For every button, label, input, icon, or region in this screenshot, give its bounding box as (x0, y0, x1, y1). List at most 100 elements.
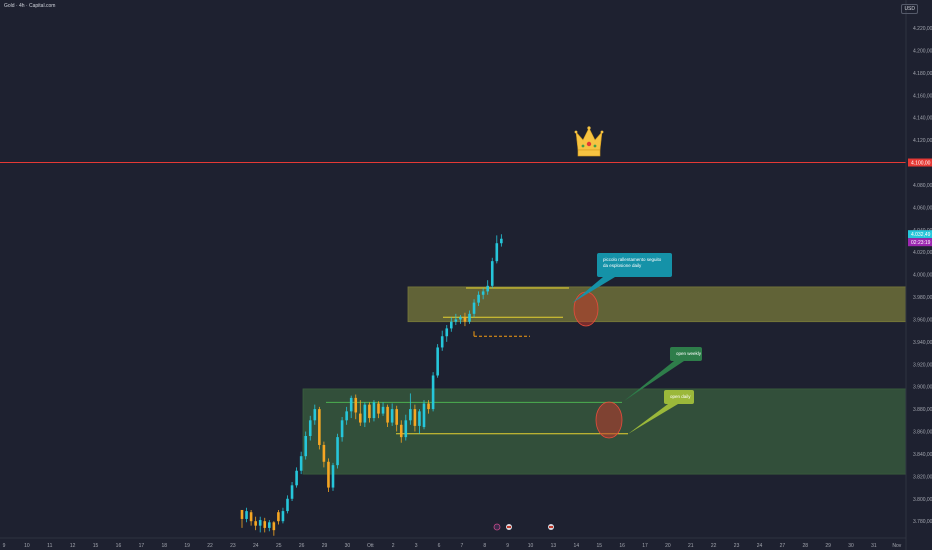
upper-supply-zone[interactable] (407, 286, 907, 323)
candle-body (272, 522, 276, 531)
candle-body (313, 409, 317, 421)
time-tick-label: 6 (438, 543, 441, 549)
time-tick-label: 25 (276, 543, 282, 549)
candle-body (308, 420, 312, 437)
candle-body (440, 336, 444, 348)
candle-body (468, 313, 471, 322)
candle-body (472, 302, 476, 314)
price-tick-label: 4.060,00 (913, 205, 932, 211)
callout-open-weekly[interactable]: open weekly (624, 347, 702, 401)
price-tick-label: 3.780,00 (913, 519, 932, 525)
price-tick-label: 4.140,00 (913, 116, 932, 122)
candle-body (395, 409, 398, 425)
candle-body (299, 456, 303, 471)
candle-body (254, 521, 257, 526)
event-marker-icon[interactable] (548, 524, 554, 530)
time-tick-label: 24 (757, 543, 763, 549)
symbol-title[interactable]: Gold · 4h · Capital.com (4, 3, 56, 9)
time-tick-label: 21 (688, 543, 694, 549)
candle-body (363, 404, 367, 423)
candle-body (413, 409, 417, 426)
candle-body (286, 498, 289, 512)
candle-body (340, 420, 344, 438)
price-tags: 4.100,00 4.032,49 02:23:19 (908, 158, 932, 247)
callout-pointer (624, 361, 684, 401)
time-tick-label: 9 (3, 543, 6, 549)
candle-body (277, 512, 280, 522)
time-tick-label: 8 (483, 543, 486, 549)
time-tick-label: 31 (871, 543, 877, 549)
time-tick-label: 14 (574, 543, 580, 549)
time-axis[interactable]: 9 10 11 12 15 16 17 18 19 22 23 24 25 26 29 30 Ott 2 3 6 7 8 9… (3, 543, 902, 549)
candle-body (263, 521, 267, 528)
callout-text: da esplosione daily (603, 263, 642, 268)
candle-body (290, 485, 294, 499)
candle-body (445, 328, 449, 337)
candle-body (359, 413, 362, 423)
candle-body (431, 375, 435, 410)
time-tick-label: 30 (345, 543, 351, 549)
candle-body (372, 402, 376, 419)
highlight-ellipse-upper[interactable] (573, 291, 599, 327)
candles-layer (240, 234, 503, 536)
event-marker-icon[interactable] (493, 523, 501, 531)
time-tick-label: 16 (116, 543, 122, 549)
resistance-price-tag-bg (908, 158, 932, 167)
callout-pointer (628, 404, 678, 434)
price-tick-label: 4.160,00 (913, 93, 932, 99)
time-tick-label: 26 (299, 543, 305, 549)
candle-body (418, 411, 421, 426)
candle-body (327, 461, 330, 488)
candle-body (500, 238, 503, 244)
time-tick-label: Nov (892, 543, 901, 549)
time-tick-label: 29 (322, 543, 328, 549)
time-tick-label: 27 (780, 543, 786, 549)
candle-body (381, 406, 385, 414)
currency-button[interactable]: USD (901, 4, 918, 14)
time-tick-label: 22 (711, 543, 717, 549)
time-tick-label: 19 (184, 543, 190, 549)
callout-text: piccolo rallentamento seguito (603, 257, 662, 262)
time-tick-label: 10 (528, 543, 534, 549)
candle-body (422, 403, 426, 428)
candle-body (295, 470, 298, 486)
candle-body (318, 409, 321, 445)
time-tick-label: 17 (642, 543, 648, 549)
candle-body (331, 465, 335, 488)
highlight-ellipse-lower[interactable] (595, 401, 623, 439)
time-tick-label: 18 (161, 543, 167, 549)
price-axis[interactable]: 4.220,00 4.200,00 4.180,00 4.160,00 4.140,00… (913, 26, 932, 525)
candle-body (345, 411, 348, 421)
price-tick-label: 4.080,00 (913, 183, 932, 189)
countdown-tag: 02:23:19 (911, 240, 931, 246)
event-marker-icon[interactable] (506, 524, 512, 530)
crown-icon (574, 126, 604, 157)
price-tick-label: 4.180,00 (913, 71, 932, 77)
candle-body (404, 420, 408, 438)
candle-body (427, 403, 430, 410)
candle-body (463, 317, 467, 322)
price-tick-label: 3.800,00 (913, 497, 932, 503)
candle-body (322, 444, 326, 462)
price-tick-label: 3.920,00 (913, 362, 932, 368)
price-tick-label: 3.840,00 (913, 452, 932, 458)
time-tick-label: 3 (415, 543, 418, 549)
callout-pointer (572, 277, 615, 303)
time-tick-label: 23 (230, 543, 236, 549)
candle-body (486, 285, 489, 292)
candle-body (336, 437, 339, 466)
zones-layer (302, 286, 907, 475)
price-tick-label: 4.020,00 (913, 250, 932, 256)
price-tick-label: 4.120,00 (913, 138, 932, 144)
callout-open-daily[interactable]: open daily (628, 390, 694, 434)
price-tick-label: 3.880,00 (913, 407, 932, 413)
time-tick-label: 24 (253, 543, 259, 549)
candle-body (377, 403, 380, 414)
candle-body (268, 522, 271, 528)
candle-body (454, 319, 458, 322)
callout-text: open weekly (676, 351, 702, 356)
candle-body (240, 509, 244, 519)
candle-body (399, 424, 403, 438)
